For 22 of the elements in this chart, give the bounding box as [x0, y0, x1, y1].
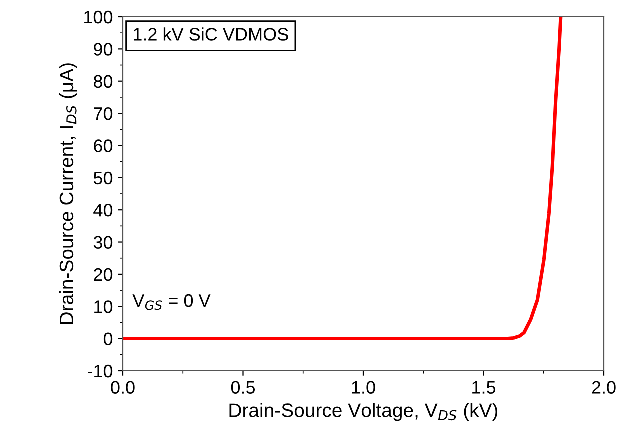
- x-tick-label: 0.5: [231, 381, 256, 394]
- y-tick-label: 50: [94, 172, 113, 185]
- x-tick-label: 1.0: [352, 381, 376, 394]
- y-tick-label: 90: [94, 43, 113, 56]
- x-tick-label: 1.5: [472, 381, 496, 394]
- y-tick-label: 40: [94, 204, 113, 217]
- y-tick-label: 60: [94, 140, 113, 152]
- y-tick-label: 10: [94, 300, 113, 314]
- y-tick-label: 30: [94, 236, 113, 249]
- x-axis-title: Drain-Source Voltage, V$_{DS}$ (kV): [230, 403, 498, 422]
- y-tick-label: 70: [94, 107, 113, 120]
- x-tick-label: 0.0: [111, 381, 135, 394]
- y-tick-label: 100: [84, 10, 113, 24]
- line-series: [123, 17, 563, 341]
- annotation: V$_{GS}$ = 0 V: [132, 294, 211, 310]
- y-tick-label: -10: [88, 364, 113, 378]
- annotation: 1.2 kV SiC VDMOS: [134, 28, 288, 41]
- y-tick-label: 20: [94, 268, 113, 282]
- y-tick-label: 80: [94, 75, 113, 88]
- y-axis-title: Drain-Source Current, I$_{DS}$ (μA): [59, 64, 78, 324]
- x-tick-label: 2.0: [592, 381, 616, 394]
- y-tick-label: 0: [104, 332, 113, 346]
